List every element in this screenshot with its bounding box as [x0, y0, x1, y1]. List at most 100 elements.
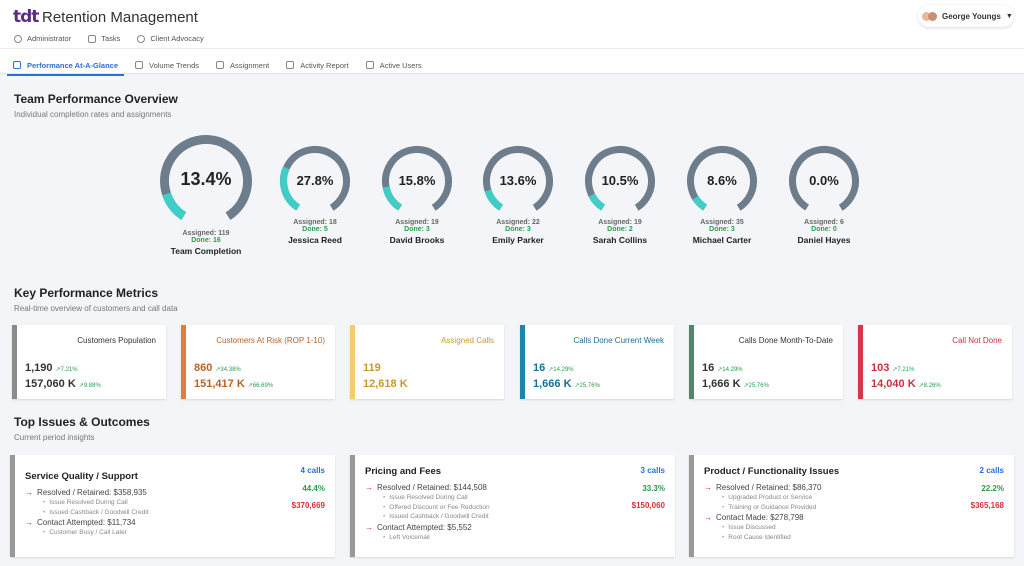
kpi-card-customers-at-risk[interactable]: Customers At Risk (ROP 1-10) 860 ↗34.38% …: [181, 325, 335, 399]
gauge-name: David Brooks: [389, 235, 445, 245]
arrow-right-icon: →: [365, 522, 373, 532]
issue-calls: 2 calls: [979, 466, 1004, 475]
arrow-right-icon: →: [704, 483, 712, 492]
issue-card-service-quality[interactable]: Service Quality / Support 4 calls 44.4% …: [10, 455, 335, 557]
kpi-value-primary: 119: [363, 362, 381, 374]
issue-calls: 3 calls: [640, 466, 665, 475]
issue-card-title: Pricing and Fees: [365, 466, 442, 477]
tab-activity-report[interactable]: Activity Report: [286, 56, 349, 74]
arrow-right-icon: →: [704, 513, 712, 522]
report-icon: [286, 61, 295, 69]
kpi-value-primary: 16: [533, 362, 546, 374]
gauge-name: Sarah Collins: [592, 235, 648, 245]
issue-amount: $365,168: [970, 501, 1004, 510]
gauge-name: Emily Parker: [492, 235, 544, 245]
issue-outcome-text: Contact Attempted: $11,734: [37, 518, 136, 527]
gauge-team-completion[interactable]: 13.4% Assigned: 119 Done: 16 Team Comple…: [156, 134, 256, 256]
gauge-done: Done: 3: [709, 226, 735, 233]
tab-active-users[interactable]: Active Users: [365, 56, 422, 74]
issue-outcome-detail: Left Voicemail: [365, 533, 490, 543]
gauge-jessica-reed[interactable]: 27.8% Assigned: 18 Done: 5 Jessica Reed: [275, 145, 355, 245]
issue-amount: $370,669: [291, 501, 325, 510]
gauge-done: Done: 16: [191, 237, 221, 244]
gauge-ring: [280, 146, 350, 216]
tab-volume-trends[interactable]: Volume Trends: [135, 56, 199, 74]
kpi-title: Key Performance Metrics: [14, 286, 159, 300]
gauge-name: Jessica Reed: [288, 235, 342, 245]
nav-client-advocacy[interactable]: Client Advocacy: [137, 34, 204, 43]
app-title: Retention Management: [42, 9, 198, 26]
gauge-percent: 13.6%: [499, 173, 537, 188]
kpi-card-call-not-done[interactable]: Call Not Done 103 ↗7.21% 14,040 K ↗8.26%: [858, 325, 1012, 399]
kpi-value-primary: 1,190: [25, 362, 53, 374]
gauge-assigned: Assigned: 19: [395, 219, 439, 226]
issue-card-product-functionality[interactable]: Product / Functionality Issues 2 calls 2…: [689, 455, 1014, 557]
gauge-percent: 0.0%: [809, 173, 839, 188]
user-menu[interactable]: George Youngs ▼: [918, 5, 1014, 27]
gauge-assigned: Assigned: 22: [496, 219, 540, 226]
gauge-assigned: Assigned: 19: [598, 219, 642, 226]
gauge-assigned: Assigned: 18: [293, 219, 337, 226]
kpi-delta-primary: ↗34.38%: [215, 367, 241, 373]
issue-outcome-text: Resolved / Retained: $358,935: [37, 488, 147, 497]
gauge-done: Done: 0: [811, 226, 837, 233]
gauge-percent: 8.6%: [707, 173, 737, 188]
list-icon: [88, 34, 97, 43]
gauge-name: Team Completion: [170, 246, 242, 256]
kpi-delta-secondary: ↗25.76%: [574, 383, 600, 389]
kpi-delta-primary: ↗14.29%: [717, 367, 743, 373]
tdt-logo[interactable]: tdt: [13, 7, 39, 27]
gauge-michael-carter[interactable]: 8.6% Assigned: 35 Done: 3 Michael Carter: [682, 145, 762, 245]
gauge-sarah-collins[interactable]: 10.5% Assigned: 19 Done: 2 Sarah Collins: [580, 145, 660, 245]
clipboard-icon: [216, 61, 225, 69]
kpi-card-assigned-calls[interactable]: Assigned Calls 119 12,618 K: [350, 325, 504, 399]
issue-outcome-detail: Root Cause Identified: [704, 533, 821, 543]
issue-card-pricing-fees[interactable]: Pricing and Fees 3 calls 33.3% $150,060 …: [350, 455, 675, 557]
kpi-card-calls-done-mtd[interactable]: Calls Done Month-To-Date 16 ↗14.29% 1,666…: [689, 325, 843, 399]
arrow-right-icon: →: [25, 488, 33, 497]
kpi-card-title: Call Not Done: [952, 336, 1002, 345]
nav-tasks[interactable]: Tasks: [88, 34, 120, 43]
tab-label: Active Users: [379, 60, 422, 70]
kpi-value-secondary: 1,666 K: [533, 378, 572, 390]
gauge-name: Michael Carter: [692, 235, 752, 245]
issue-lines: → Resolved / Retained: $358,935Issue Reso…: [25, 487, 149, 538]
team-overview-subtitle: Individual completion rates and assignme…: [14, 110, 172, 119]
gauge-assigned: Assigned: 6: [804, 219, 844, 226]
kpi-value-primary: 860: [194, 362, 213, 374]
kpi-card-calls-done-week[interactable]: Calls Done Current Week 16 ↗14.29% 1,666 …: [520, 325, 674, 399]
kpi-delta-primary: ↗14.29%: [548, 367, 574, 373]
issue-outcome-detail: Issued Cashback / Goodwill Credit: [365, 512, 490, 522]
issue-outcome-line: → Contact Attempted: $11,734: [25, 517, 149, 528]
avatar: [922, 9, 938, 23]
nav-label: Client Advocacy: [150, 34, 204, 43]
kpi-delta-secondary: ↗9.88%: [78, 383, 101, 389]
caret-down-icon: ▼: [1005, 12, 1013, 20]
issue-outcome-detail: Upgraded Product or Service: [704, 493, 821, 503]
nav-label: Tasks: [101, 34, 121, 43]
issue-outcome-detail: Customer Busy / Call Later: [25, 528, 149, 538]
tab-assignment[interactable]: Assignment: [216, 56, 269, 74]
gauge-daniel-hayes[interactable]: 0.0% Assigned: 6 Done: 0 Daniel Hayes: [784, 145, 864, 245]
issue-outcome-detail: Issue Discussed: [704, 523, 821, 533]
issue-outcome-text: Contact Attempted: $5,552: [377, 522, 472, 532]
issues-title: Top Issues & Outcomes: [14, 415, 150, 429]
kpi-subtitle: Real-time overview of customers and call…: [14, 304, 178, 313]
issue-card-title: Service Quality / Support: [25, 471, 138, 482]
issue-outcome-detail: Issue Resolved During Call: [25, 498, 149, 508]
tab-label: Volume Trends: [149, 60, 200, 70]
arrow-right-icon: →: [25, 518, 33, 527]
kpi-card-title: Calls Done Month-To-Date: [738, 336, 833, 345]
gauge-emily-parker[interactable]: 13.6% Assigned: 22 Done: 3 Emily Parker: [478, 145, 558, 245]
gauge-ring: [382, 146, 452, 216]
nav-administrator[interactable]: Administrator: [14, 34, 71, 43]
trend-icon: [135, 61, 143, 69]
kpi-delta-secondary: ↗66.69%: [247, 383, 274, 389]
kpi-card-customers-population[interactable]: Customers Population 1,190 ↗7.21% 157,060…: [12, 325, 166, 399]
kpi-card-title: Assigned Calls: [441, 336, 494, 345]
tab-performance-at-a-glance[interactable]: Performance At-A-Glance: [7, 56, 124, 76]
team-overview-title: Team Performance Overview: [14, 92, 178, 106]
gauge-percent: 15.8%: [398, 173, 436, 188]
kpi-value-secondary: 12,618 K: [363, 378, 408, 390]
gauge-david-brooks[interactable]: 15.8% Assigned: 19 Done: 3 David Brooks: [377, 145, 457, 245]
